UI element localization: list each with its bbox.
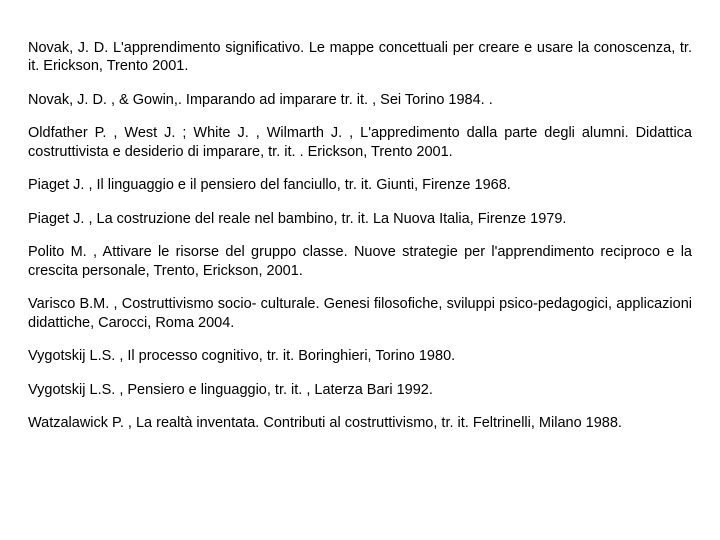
bibliography-page: Novak, J. D. L'apprendimento significati… — [0, 0, 720, 540]
reference-entry: Oldfather P. , West J. ; White J. , Wilm… — [28, 124, 692, 162]
reference-entry: Piaget J. , Il linguaggio e il pensiero … — [28, 176, 692, 195]
reference-entry: Watzalawick P. , La realtà inventata. Co… — [28, 414, 692, 433]
reference-entry: Vygotskij L.S. , Il processo cognitivo, … — [28, 347, 692, 366]
reference-entry: Piaget J. , La costruzione del reale nel… — [28, 210, 692, 229]
reference-entry: Polito M. , Attivare le risorse del grup… — [28, 243, 692, 281]
reference-entry: Varisco B.M. , Costruttivismo socio- cul… — [28, 295, 692, 333]
reference-entry: Vygotskij L.S. , Pensiero e linguaggio, … — [28, 381, 692, 400]
reference-entry: Novak, J. D. L'apprendimento significati… — [28, 39, 692, 77]
reference-entry: Novak, J. D. , & Gowin,. Imparando ad im… — [28, 91, 692, 110]
